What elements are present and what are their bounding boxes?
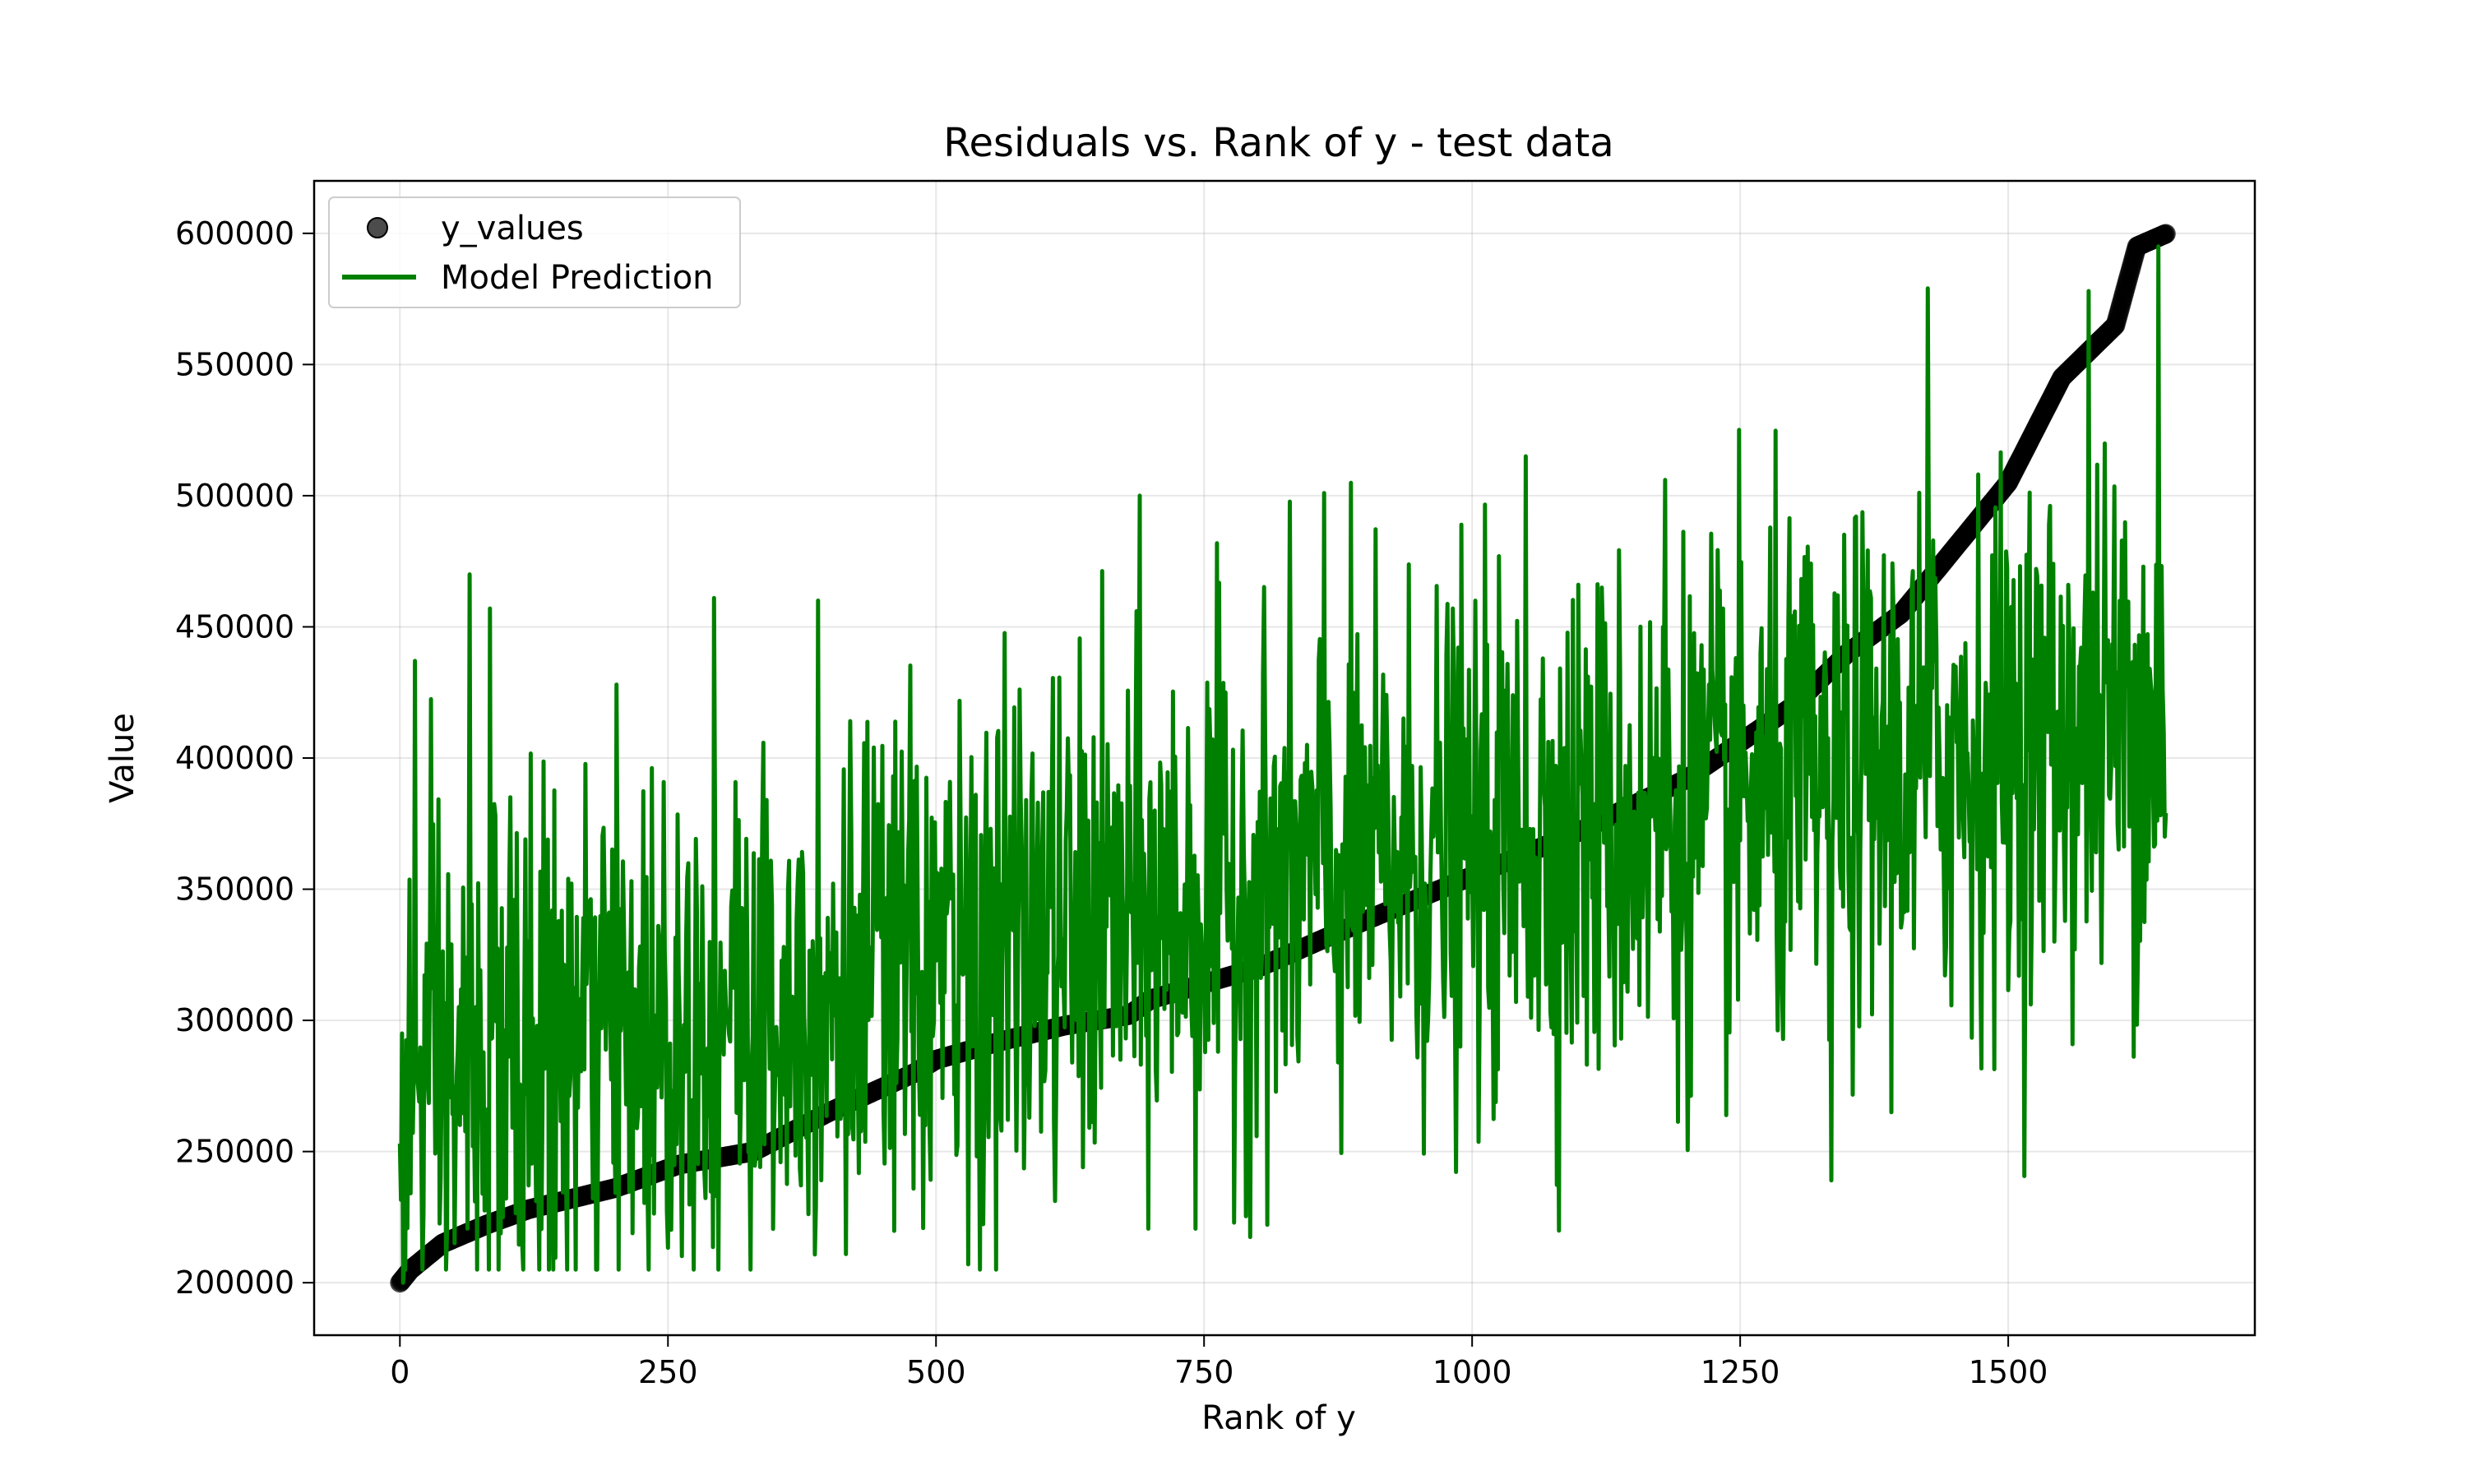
- y-tick-label: 600000: [175, 215, 294, 252]
- y-tick-label: 400000: [175, 740, 294, 776]
- x-tick-label: 0: [390, 1354, 410, 1390]
- legend-marker-y-values: [367, 217, 388, 238]
- x-axis-label: Rank of y: [1201, 1399, 1356, 1437]
- legend-label-model-prediction: Model Prediction: [441, 259, 714, 297]
- x-tick-label: 250: [638, 1354, 698, 1390]
- x-tick-label: 1250: [1701, 1354, 1780, 1390]
- y-tick-label: 250000: [175, 1134, 294, 1170]
- y-tick-label: 500000: [175, 478, 294, 514]
- x-tick-label: 1500: [1969, 1354, 2048, 1390]
- y-tick-label: 550000: [175, 346, 294, 382]
- y-axis-label: Value: [104, 713, 141, 803]
- legend: y_values Model Prediction: [328, 196, 741, 308]
- x-tick-label: 1000: [1433, 1354, 1512, 1390]
- y-tick-label: 200000: [175, 1264, 294, 1301]
- y-tick-label: 300000: [175, 1002, 294, 1038]
- x-tick-label: 500: [906, 1354, 966, 1390]
- x-tick-label: 750: [1174, 1354, 1234, 1390]
- y-tick-label: 450000: [175, 608, 294, 645]
- chart-title: Residuals vs. Rank of y - test data: [943, 120, 1613, 166]
- legend-label-y-values: y_values: [441, 210, 584, 247]
- y-tick-label: 350000: [175, 871, 294, 908]
- scatter-point: [2155, 224, 2176, 244]
